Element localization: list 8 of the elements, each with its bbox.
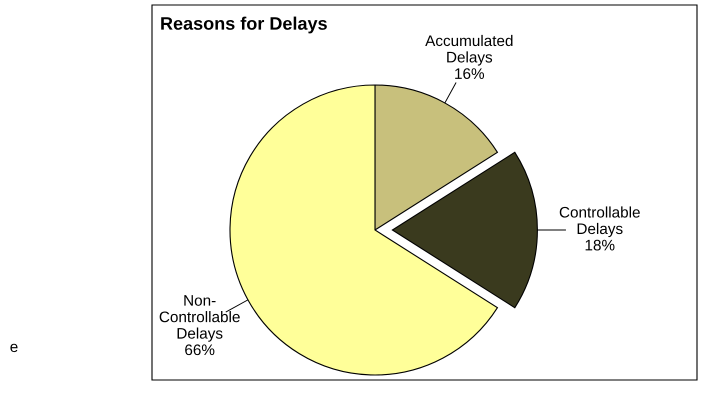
chart-title: Reasons for Delays (161, 16, 327, 34)
data-label: 18% (586, 240, 614, 251)
data-label: 66% (185, 344, 214, 356)
slice-label: Accumulated Delays (425, 34, 512, 66)
text: e (10, 344, 18, 352)
slice-label: Non- Controllable Delays (160, 295, 240, 342)
slice-label: Controllable Delays (560, 206, 640, 238)
data-label: 16% (455, 68, 484, 80)
